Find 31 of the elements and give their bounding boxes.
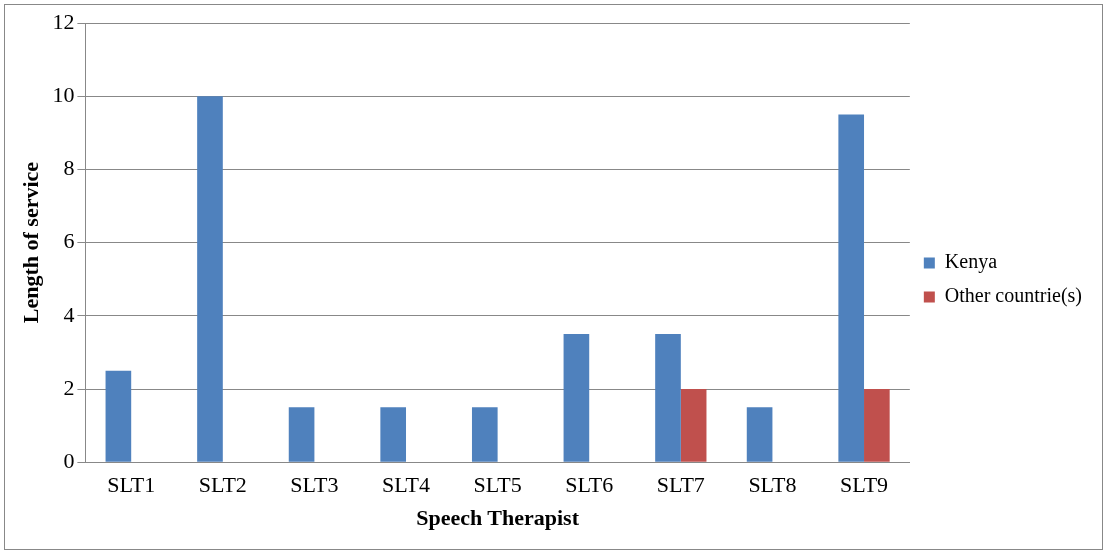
y-tick-label: 4 bbox=[63, 301, 75, 327]
legend-label: Other countrie(s) bbox=[944, 284, 1082, 308]
bar bbox=[197, 96, 223, 462]
x-tick-label: SLT7 bbox=[656, 472, 705, 498]
y-tick-label: 2 bbox=[63, 374, 75, 400]
bar bbox=[838, 114, 865, 462]
bar bbox=[864, 389, 890, 462]
x-tick-label: SLT9 bbox=[839, 472, 889, 498]
bar bbox=[471, 407, 498, 462]
y-tick-label: 10 bbox=[52, 81, 75, 107]
x-tick-label: SLT2 bbox=[198, 472, 247, 498]
x-tick-label: SLT3 bbox=[290, 472, 339, 498]
bar bbox=[655, 334, 681, 462]
y-tick-label: 8 bbox=[63, 155, 75, 181]
bar bbox=[380, 407, 407, 462]
x-tick-label: SLT5 bbox=[473, 472, 522, 498]
legend-label: Kenya bbox=[944, 250, 998, 274]
bar bbox=[563, 334, 590, 462]
bar bbox=[746, 407, 773, 462]
y-tick-label: 6 bbox=[63, 228, 75, 254]
bar bbox=[105, 370, 132, 462]
x-tick-label: SLT4 bbox=[381, 472, 431, 498]
y-tick-label: 0 bbox=[63, 447, 75, 473]
y-axis-title: Length of service bbox=[17, 161, 43, 324]
x-axis-title: Speech Therapist bbox=[416, 505, 580, 531]
y-tick-label: 12 bbox=[52, 8, 75, 34]
x-tick-label: SLT6 bbox=[565, 472, 614, 498]
bar bbox=[680, 389, 707, 462]
bar bbox=[288, 407, 315, 462]
x-tick-label: SLT1 bbox=[107, 472, 156, 498]
x-tick-label: SLT8 bbox=[748, 472, 797, 498]
